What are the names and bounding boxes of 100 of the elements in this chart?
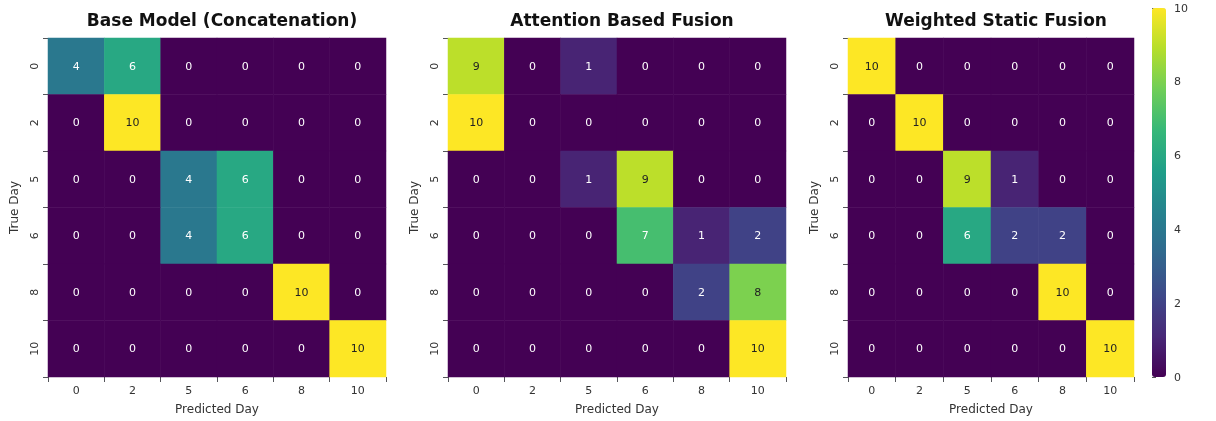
x-tick-label: 6: [641, 384, 649, 397]
data-label: 0: [754, 172, 762, 186]
chart-title: Attention Based Fusion: [510, 9, 734, 30]
x-tick-label: 8: [1059, 384, 1066, 397]
y-tick-label: 2: [828, 119, 841, 127]
color-bar-label: 2: [1174, 296, 1181, 310]
data-label: 0: [472, 229, 480, 243]
color-bar-label: 6: [1174, 149, 1181, 163]
data-label: 0: [585, 229, 593, 243]
data-label: 2: [754, 229, 762, 243]
data-label: 10: [125, 116, 140, 130]
x-tick-label: 0: [472, 384, 480, 397]
data-label: 10: [469, 116, 484, 130]
data-label: 8: [754, 285, 762, 299]
data-label: 10: [912, 116, 927, 130]
data-label: 0: [868, 229, 876, 243]
data-label: 6: [963, 229, 971, 243]
data-label: 0: [298, 342, 305, 356]
data-label: 0: [129, 229, 136, 243]
color-bar-label: 10: [1174, 1, 1188, 15]
data-label: 0: [529, 229, 536, 243]
data-label: 0: [529, 172, 536, 186]
data-label: 0: [298, 229, 305, 243]
data-label: 0: [585, 116, 593, 130]
data-label: 0: [72, 172, 80, 186]
x-tick-label: 10: [750, 384, 765, 397]
data-label: 0: [585, 285, 593, 299]
y-axis-title: True Day: [407, 181, 421, 235]
data-label: 0: [298, 59, 305, 73]
y-axis-title: True Day: [7, 181, 21, 235]
data-label: 0: [868, 342, 876, 356]
x-axis-title: Predicted Day: [175, 402, 259, 416]
data-label: 0: [1106, 229, 1114, 243]
data-label: 0: [1059, 116, 1066, 130]
y-tick-label: 6: [828, 232, 841, 240]
data-label: 0: [241, 342, 249, 356]
x-tick-label: 6: [241, 384, 249, 397]
data-label: 0: [472, 285, 480, 299]
data-label: 0: [868, 285, 876, 299]
data-label: 7: [641, 229, 649, 243]
data-label: 0: [129, 172, 136, 186]
data-label: 2: [698, 285, 705, 299]
x-tick-label: 10: [350, 384, 365, 397]
data-label: 0: [963, 59, 971, 73]
data-label: 0: [241, 116, 249, 130]
data-label: 0: [72, 229, 80, 243]
data-label: 10: [864, 59, 879, 73]
chart-title: Base Model (Concatenation): [86, 9, 358, 30]
y-tick-label: 5: [428, 175, 441, 183]
data-label: 0: [868, 172, 876, 186]
data-label: 0: [698, 59, 705, 73]
x-tick-label: 2: [129, 384, 136, 397]
data-label: 0: [1106, 59, 1114, 73]
data-label: 0: [354, 59, 362, 73]
data-label: 2: [1059, 229, 1066, 243]
y-tick-label: 10: [428, 341, 441, 356]
data-label: 0: [963, 116, 971, 130]
data-label: 10: [294, 285, 309, 299]
color-bar-label: 8: [1174, 75, 1181, 89]
data-label: 0: [868, 116, 876, 130]
data-label: 4: [185, 172, 193, 186]
data-label: 0: [185, 59, 193, 73]
y-tick-label: 2: [28, 119, 41, 127]
data-label: 0: [185, 285, 193, 299]
x-tick-label: 5: [185, 384, 193, 397]
data-label: 1: [698, 229, 705, 243]
x-tick-label: 5: [585, 384, 593, 397]
data-label: 0: [1106, 116, 1114, 130]
x-tick-label: 8: [698, 384, 705, 397]
data-label: 0: [963, 285, 971, 299]
data-label: 10: [750, 342, 765, 356]
data-label: 0: [916, 172, 923, 186]
color-bar-label: 4: [1174, 222, 1181, 236]
x-tick-label: 8: [298, 384, 305, 397]
x-tick-label: 0: [868, 384, 876, 397]
data-label: 0: [1059, 342, 1066, 356]
x-tick-label: 2: [916, 384, 923, 397]
data-label: 0: [529, 342, 536, 356]
y-tick-label: 5: [28, 175, 41, 183]
x-tick-label: 0: [72, 384, 80, 397]
data-label: 0: [916, 285, 923, 299]
data-label: 0: [1011, 116, 1019, 130]
data-label: 0: [185, 116, 193, 130]
data-label: 0: [241, 285, 249, 299]
data-label: 0: [916, 59, 923, 73]
y-tick-label: 8: [28, 288, 41, 296]
data-label: 0: [298, 116, 305, 130]
data-label: 0: [1011, 59, 1019, 73]
data-label: 0: [529, 285, 536, 299]
data-label: 6: [241, 172, 249, 186]
y-axis-title: True Day: [807, 181, 821, 235]
y-tick-label: 2: [428, 119, 441, 127]
data-label: 0: [529, 59, 536, 73]
data-label: 4: [185, 229, 193, 243]
data-label: 2: [1011, 229, 1019, 243]
data-label: 0: [641, 116, 649, 130]
data-label: 9: [641, 172, 649, 186]
data-label: 6: [129, 59, 136, 73]
data-label: 0: [698, 172, 705, 186]
data-label: 1: [1011, 172, 1019, 186]
